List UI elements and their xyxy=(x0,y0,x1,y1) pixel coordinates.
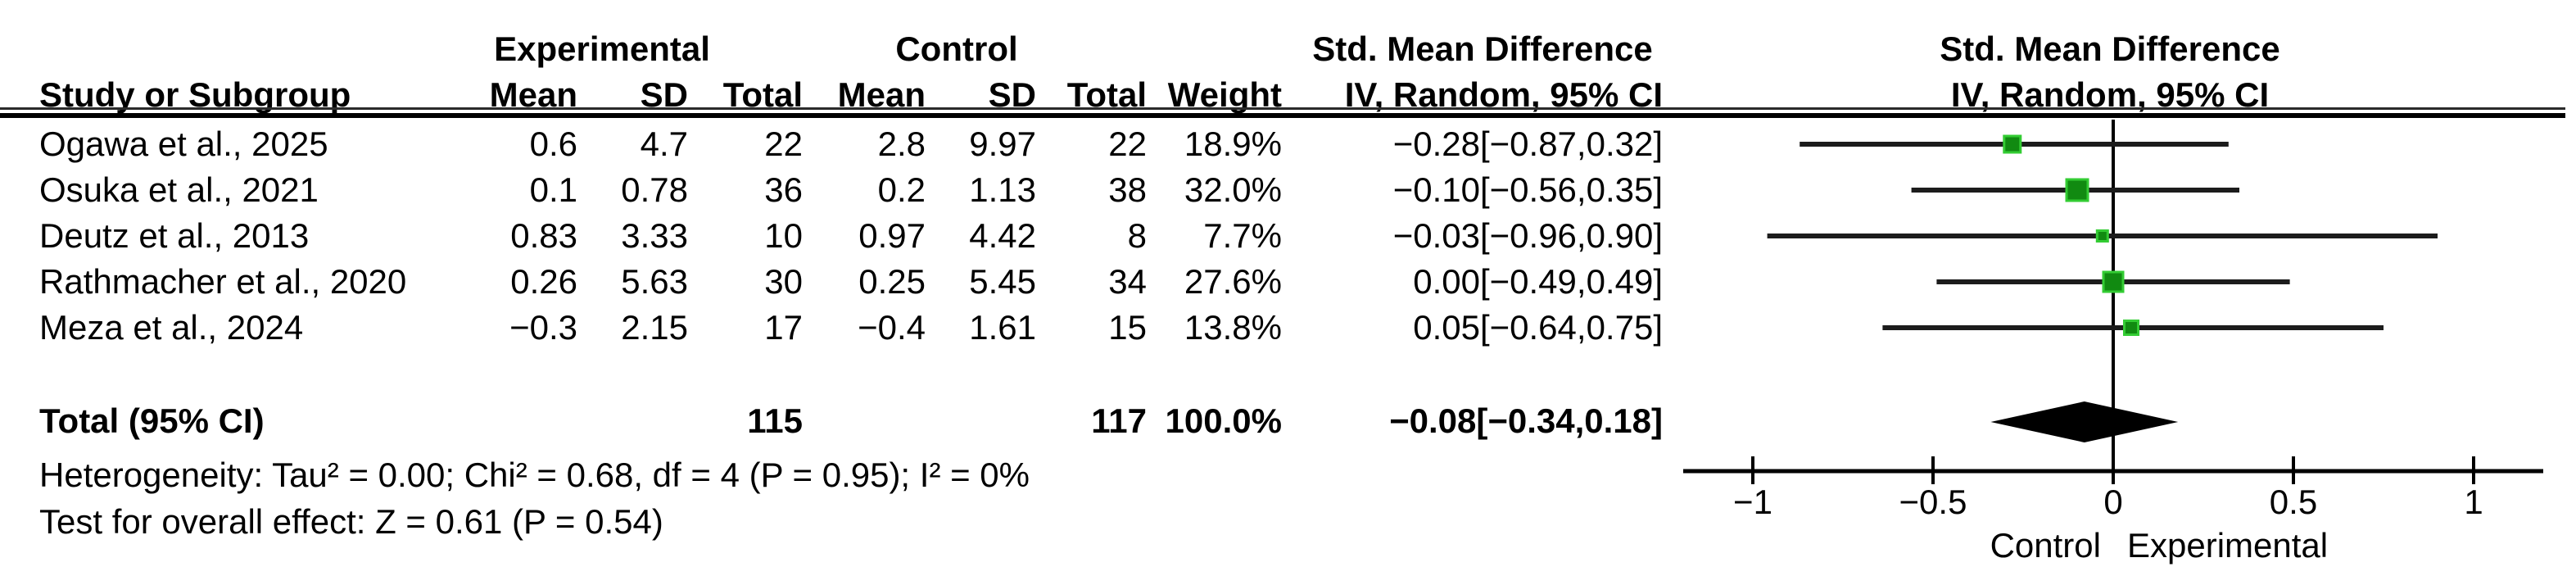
col-header-ctl-mean: Mean xyxy=(837,75,926,114)
table-row: Rathmacher et al., 2020 0.26 5.63 30 0.25 5.4… xyxy=(0,259,1675,305)
cell-smd-ci: 0.05[−0.64,0.75] xyxy=(1413,308,1663,347)
effect-marker xyxy=(2102,270,2125,293)
cell-exp-sd: 5.63 xyxy=(621,262,688,301)
cell-weight: 32.0% xyxy=(1184,170,1282,209)
heterogeneity-text: Heterogeneity: Tau² = 0.00; Chi² = 0.68,… xyxy=(39,456,1030,494)
axis-label-control: Control xyxy=(1990,526,2101,565)
cell-ctl-total: 8 xyxy=(1127,216,1147,255)
axis-tick-label: 0 xyxy=(2103,483,2122,521)
cell-study-name: Osuka et al., 2021 xyxy=(39,170,319,209)
overall-effect-text: Test for overall effect: Z = 0.61 (P = 0… xyxy=(39,502,663,541)
group-header-experimental: Experimental xyxy=(494,29,710,68)
cell-exp-sd: 4.7 xyxy=(640,125,688,163)
effect-marker xyxy=(2003,134,2022,154)
total-label: Total (95% CI) xyxy=(39,401,265,440)
cell-ctl-mean: 0.2 xyxy=(877,170,926,209)
axis-tick-label: −1 xyxy=(1733,483,1772,521)
axis-tick-label: −0.5 xyxy=(1899,483,1967,521)
header-separator-thin xyxy=(0,107,2565,110)
col-header-exp-sd: SD xyxy=(640,75,688,114)
cell-ctl-sd: 1.13 xyxy=(969,170,1036,209)
cell-exp-mean: 0.1 xyxy=(529,170,577,209)
cell-exp-mean: 0.83 xyxy=(510,216,577,255)
cell-ctl-sd: 1.61 xyxy=(969,308,1036,347)
cell-ctl-mean: 0.97 xyxy=(858,216,926,255)
plot-method-header: IV, Random, 95% CI xyxy=(1950,75,2270,114)
effect-marker xyxy=(2095,229,2109,243)
cell-smd-ci: −0.03[−0.96,0.90] xyxy=(1392,216,1663,255)
table-row: Osuka et al., 2021 0.1 0.78 36 0.2 1.13 38 32.0… xyxy=(0,167,1675,213)
cell-exp-total: 10 xyxy=(764,216,803,255)
axis-tick-label: 1 xyxy=(2464,483,2483,521)
cell-weight: 13.8% xyxy=(1184,308,1282,347)
cell-ctl-sd: 5.45 xyxy=(969,262,1036,301)
cell-exp-mean: −0.3 xyxy=(509,308,577,347)
cell-exp-mean: 0.26 xyxy=(510,262,577,301)
total-weight: 100.0% xyxy=(1165,401,1282,440)
axis-tick-label: 0.5 xyxy=(2270,483,2317,521)
col-header-exp-mean: Mean xyxy=(489,75,577,114)
cell-weight: 27.6% xyxy=(1184,262,1282,301)
total-ctl-total: 117 xyxy=(1091,401,1147,440)
cell-exp-total: 22 xyxy=(764,125,803,163)
cell-smd-ci: 0.00[−0.49,0.49] xyxy=(1413,262,1663,301)
cell-ctl-total: 34 xyxy=(1108,262,1147,301)
header-separator-thick xyxy=(0,113,2565,118)
effect-marker xyxy=(2123,320,2139,336)
total-exp-total: 115 xyxy=(747,401,803,440)
cell-smd-ci: −0.28[−0.87,0.32] xyxy=(1392,125,1663,163)
col-header-exp-total: Total xyxy=(722,75,803,114)
table-row: Meza et al., 2024 −0.3 2.15 17 −0.4 1.61 15 13.… xyxy=(0,305,1675,351)
cell-weight: 18.9% xyxy=(1184,125,1282,163)
cell-exp-sd: 2.15 xyxy=(621,308,688,347)
cell-ctl-total: 15 xyxy=(1108,308,1147,347)
cell-weight: 7.7% xyxy=(1203,216,1282,255)
effect-marker xyxy=(2065,178,2089,202)
group-header-smd-plot: Std. Mean Difference xyxy=(1940,29,2280,68)
cell-exp-total: 30 xyxy=(764,262,803,301)
group-header-control: Control xyxy=(895,29,1018,68)
col-header-ctl-sd: SD xyxy=(988,75,1036,114)
cell-exp-sd: 0.78 xyxy=(621,170,688,209)
cell-exp-sd: 3.33 xyxy=(621,216,688,255)
cell-study-name: Rathmacher et al., 2020 xyxy=(39,262,407,301)
column-header-row: Study or Subgroup Mean SD Total Mean SD … xyxy=(0,77,1675,113)
col-header-ctl-total: Total xyxy=(1066,75,1147,114)
cell-study-name: Ogawa et al., 2025 xyxy=(39,125,328,163)
cell-ctl-mean: 0.25 xyxy=(858,262,926,301)
total-ci: −0.08[−0.34,0.18] xyxy=(1389,401,1663,440)
table-row: Deutz et al., 2013 0.83 3.33 10 0.97 4.42 8 7.7… xyxy=(0,213,1675,259)
cell-ctl-mean: 2.8 xyxy=(877,125,926,163)
cell-exp-total: 36 xyxy=(764,170,803,209)
axis-label-experimental: Experimental xyxy=(2127,526,2328,565)
cell-ctl-total: 22 xyxy=(1108,125,1147,163)
group-header-smd-table: Std. Mean Difference xyxy=(1312,29,1653,68)
col-header-weight: Weight xyxy=(1167,75,1282,114)
cell-ctl-sd: 9.97 xyxy=(969,125,1036,163)
cell-exp-mean: 0.6 xyxy=(529,125,577,163)
cell-ctl-mean: −0.4 xyxy=(858,308,926,347)
cell-ctl-total: 38 xyxy=(1108,170,1147,209)
cell-smd-ci: −0.10[−0.56,0.35] xyxy=(1392,170,1663,209)
col-header-method: IV, Random, 95% CI xyxy=(1344,75,1663,114)
col-header-study: Study or Subgroup xyxy=(39,75,351,114)
cell-study-name: Meza et al., 2024 xyxy=(39,308,304,347)
pooled-diamond xyxy=(1990,401,2179,442)
cell-study-name: Deutz et al., 2013 xyxy=(39,216,310,255)
cell-ctl-sd: 4.42 xyxy=(969,216,1036,255)
total-row: Total (95% CI) 115 117 100.0% −0.08[−0.3… xyxy=(0,403,1675,439)
table-row: Ogawa et al., 2025 0.6 4.7 22 2.8 9.97 22 18.9%… xyxy=(0,121,1675,167)
cell-exp-total: 17 xyxy=(764,308,803,347)
